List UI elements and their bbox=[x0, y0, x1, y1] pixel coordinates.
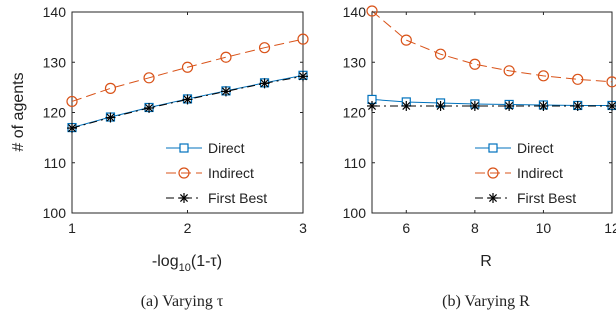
data-point bbox=[400, 34, 412, 46]
data-point bbox=[105, 112, 116, 123]
x-axis-label: -log10(1-τ) bbox=[152, 253, 222, 274]
data-point bbox=[537, 70, 550, 82]
data-point bbox=[469, 58, 481, 70]
data-point bbox=[220, 51, 232, 63]
data-point bbox=[401, 100, 412, 111]
series-line-indirect bbox=[71, 38, 304, 102]
data-point bbox=[259, 78, 270, 89]
x-tick-label: 3 bbox=[299, 220, 307, 236]
x-tick-label: 2 bbox=[184, 220, 192, 236]
y-tick-label: 120 bbox=[43, 105, 67, 121]
data-point bbox=[367, 100, 377, 111]
y-tick-label: 130 bbox=[43, 54, 67, 70]
chart-b: 6 8 10 12 100 110 120 130 140 Direct Indirect Firs… bbox=[343, 4, 616, 310]
data-point bbox=[572, 100, 583, 111]
data-point bbox=[366, 5, 378, 17]
data-point bbox=[66, 95, 78, 108]
y-axis-label: # of agents bbox=[10, 72, 27, 151]
legend-entry: Indirect bbox=[517, 165, 563, 181]
legend-marker bbox=[178, 167, 190, 179]
data-point bbox=[297, 33, 309, 45]
data-point bbox=[144, 102, 155, 113]
data-point bbox=[434, 48, 447, 60]
data-point bbox=[298, 71, 308, 82]
caption-a: (a) Varying τ bbox=[141, 293, 224, 310]
legend-marker bbox=[488, 193, 498, 203]
y-tick-label: 140 bbox=[343, 4, 367, 20]
chart-a: 1 2 3 100 110 120 130 140 Direct Indirect First B… bbox=[10, 4, 309, 310]
legend-entry: First Best bbox=[208, 190, 267, 206]
x-tick-label: 8 bbox=[471, 220, 479, 236]
legend-entry: Indirect bbox=[208, 165, 254, 181]
data-point bbox=[220, 86, 231, 97]
series-line-indirect bbox=[371, 10, 613, 83]
data-point bbox=[67, 123, 77, 134]
data-point bbox=[607, 100, 616, 111]
data-point bbox=[143, 72, 155, 84]
y-tick-label: 130 bbox=[343, 54, 367, 70]
data-point bbox=[104, 82, 117, 94]
data-point bbox=[504, 100, 515, 111]
x-tick-label: 1 bbox=[68, 220, 76, 236]
data-point bbox=[435, 100, 446, 111]
x-tick-label: 10 bbox=[536, 220, 552, 236]
legend-entry: Direct bbox=[517, 140, 554, 156]
data-point bbox=[258, 42, 271, 54]
legend-marker bbox=[488, 143, 498, 153]
data-point bbox=[181, 61, 194, 73]
x-tick-label: 6 bbox=[402, 220, 410, 236]
y-tick-label: 100 bbox=[43, 205, 67, 221]
y-tick-label: 120 bbox=[343, 105, 367, 121]
x-axis-label: R bbox=[480, 253, 492, 270]
legend-entry: First Best bbox=[517, 190, 576, 206]
legend-marker bbox=[179, 143, 189, 153]
y-tick-label: 100 bbox=[343, 205, 367, 221]
legend-marker bbox=[179, 193, 189, 203]
data-point bbox=[503, 65, 515, 77]
caption-b: (b) Varying R bbox=[442, 293, 530, 310]
legend-marker bbox=[487, 167, 499, 179]
data-point bbox=[606, 76, 616, 88]
data-point bbox=[182, 94, 193, 105]
data-point bbox=[469, 100, 480, 111]
legend-entry: Direct bbox=[208, 140, 245, 156]
y-tick-label: 140 bbox=[43, 4, 67, 20]
data-point bbox=[572, 73, 584, 85]
series-line-direct bbox=[371, 98, 612, 106]
data-point bbox=[538, 100, 549, 111]
x-tick-label: 12 bbox=[604, 220, 616, 236]
y-tick-label: 110 bbox=[344, 155, 367, 171]
y-tick-label: 110 bbox=[44, 155, 67, 171]
